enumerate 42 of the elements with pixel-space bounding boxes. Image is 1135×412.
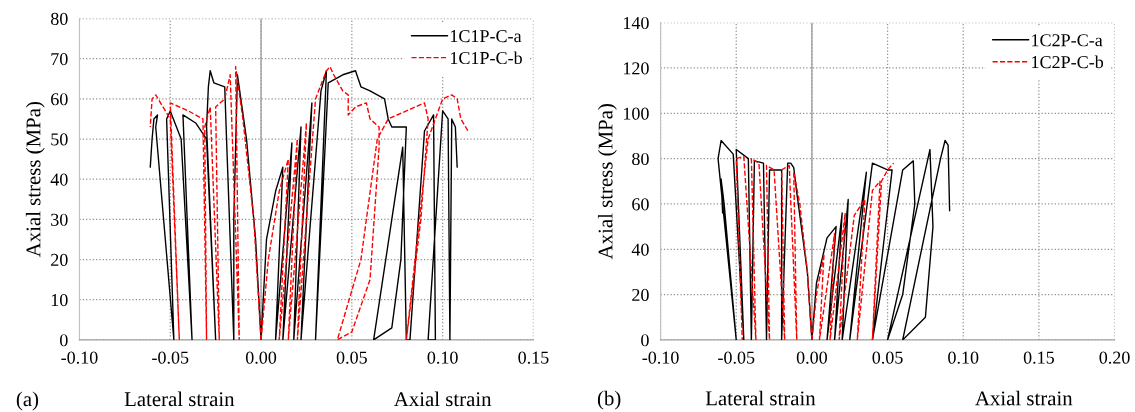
legend-label: 1C1P-C-a [450,30,522,43]
x-tick-label: -0.10 [642,351,679,364]
y-tick-label: 120 [623,62,649,75]
x-tick-label: -0.05 [152,351,189,364]
y-tick-label: 80 [50,12,68,25]
x-tick-label: 0.00 [245,351,277,364]
y-tick-label: 20 [632,288,649,302]
x-tick-label: 0.15 [1023,351,1054,364]
y-tick-label: 0 [60,334,68,347]
y-tick-label: 30 [51,213,68,226]
y-tick-label: 40 [631,243,649,256]
text: Lateral strain [705,390,816,406]
x-tick-label: -0.10 [61,351,98,364]
y-tick-label: 20 [51,253,68,266]
y-tick-label: 10 [51,293,68,307]
text: Lateral strain [124,391,235,407]
y-tick-label: 100 [623,107,649,120]
x-tick-label: 0.20 [1099,351,1130,364]
y-axis-title: Axial stress (MPa) [25,102,45,258]
legend-label: 1C2P-C-b [1032,55,1104,69]
y-tick-label: 70 [51,52,68,66]
x-tick-label: 0.05 [336,351,367,364]
text: Axial strain [975,390,1073,406]
y-axis-title: Axial stress (MPa) [597,104,617,260]
legend-label: 1C1P-C-b [450,51,522,65]
text: Axial strain [393,391,492,407]
x-tick-label: 0.10 [427,351,458,364]
text: (a) [16,391,39,411]
x-tick-label: 0.10 [948,351,979,364]
y-tick-label: 80 [632,152,649,166]
y-tick-label: 140 [623,16,649,30]
x-tick-label: 0.05 [872,351,903,364]
y-tick-label: 0 [641,334,649,347]
legend-label: 1C2P-C-a [1032,34,1103,47]
y-tick-label: 50 [51,133,68,146]
x-tick-label: 0.00 [796,351,828,364]
text: (b) [597,390,621,410]
y-tick-label: 40 [50,173,68,186]
y-tick-label: 60 [51,93,68,106]
x-tick-label: -0.05 [718,351,755,364]
y-tick-label: 60 [632,198,649,211]
x-tick-label: 0.15 [518,351,549,364]
